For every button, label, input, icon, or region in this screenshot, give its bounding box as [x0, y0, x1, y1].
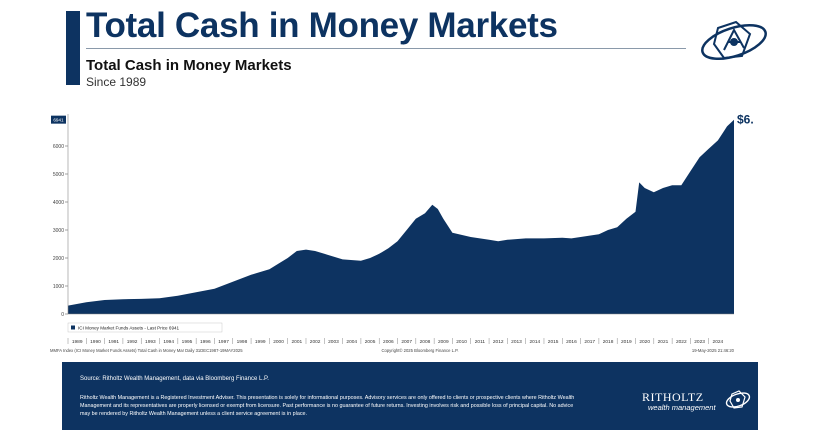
page-title: Total Cash in Money Markets	[86, 6, 558, 45]
x-tick-label: 2016	[566, 339, 577, 345]
source-note: Source: Ritholtz Wealth Management, data…	[80, 376, 269, 382]
x-tick-label: 1993	[145, 339, 156, 345]
x-tick-label: 2012	[493, 339, 504, 345]
x-tick-label: 1996	[200, 339, 211, 345]
x-tick-label: 1998	[237, 339, 248, 345]
bloomberg-footer-left: MMFA Index (ICI Money Market Funds Asset…	[50, 348, 243, 353]
last-value-tag-bg	[51, 115, 66, 124]
x-tick-label: 2009	[438, 339, 449, 345]
x-tick-label: 1991	[108, 339, 119, 345]
ritholtz-logo-icon	[701, 20, 767, 61]
x-tick-label: 2011	[475, 339, 486, 345]
x-tick-label: 2014	[529, 339, 540, 345]
x-tick-label: 2000	[273, 339, 284, 345]
x-tick-label: 2018	[603, 339, 614, 345]
y-tick-label: 0	[61, 312, 64, 318]
x-tick-label: 1995	[182, 339, 193, 345]
x-tick-label: 1992	[127, 339, 138, 345]
chart-svg: 0 1000 2000 3000 4000 5000 6000 6941 1989 1990 199…	[50, 113, 754, 353]
chart-area: 0 1000 2000 3000 4000 5000 6000 6941 1989 1990 199…	[48, 108, 754, 358]
disclaimer-text: Ritholtz Wealth Management is a Register…	[80, 395, 575, 417]
x-tick-label: 1999	[255, 339, 266, 345]
chart-subtitle: Total Cash in Money Markets	[86, 57, 292, 74]
x-tick-label: 2004	[346, 339, 357, 345]
x-tick-label: 2007	[401, 339, 412, 345]
x-tick-label: 1989	[72, 339, 83, 345]
legend-box	[67, 322, 223, 333]
x-tick-label: 2005	[365, 339, 376, 345]
x-tick-label: 2006	[383, 339, 394, 345]
x-tick-label: 2010	[456, 339, 467, 345]
last-value-tag: 6941	[53, 118, 64, 123]
brand-subtitle: wealth management	[648, 403, 716, 412]
y-tick-label: 5000	[53, 172, 64, 178]
x-tick-label: 2017	[584, 339, 595, 345]
x-tick-label: 2021	[658, 339, 669, 345]
y-tick-label: 1000	[53, 284, 64, 290]
brand-name: RITHOLTZ	[642, 390, 704, 404]
x-tick-label: 2008	[420, 339, 431, 345]
x-tick-label: 2019	[621, 339, 632, 345]
title-accent-bar	[66, 11, 80, 85]
last-value-label: $6.94T	[737, 113, 754, 127]
y-tick-label: 3000	[53, 228, 64, 234]
legend-label: ICI Money Market Funds Assets - Last Pri…	[78, 326, 180, 331]
x-tick-label: 2022	[676, 339, 687, 345]
y-tick-label: 4000	[53, 200, 64, 206]
x-tick-label: 2023	[694, 339, 705, 345]
bloomberg-footer-center: Copyright© 2025 Bloomberg Finance L.P.	[381, 348, 458, 353]
x-tick-label: 2015	[548, 339, 559, 345]
x-tick-label: 2020	[639, 339, 650, 345]
bloomberg-footer-right: 19-May-2025 21:46:20	[692, 348, 735, 353]
series-area	[68, 119, 734, 314]
x-tick-label: 1994	[163, 339, 174, 345]
ritholtz-emblem-icon	[725, 390, 751, 409]
x-tick-label: 2024	[713, 339, 724, 345]
legend-swatch	[71, 325, 75, 330]
x-tick-label: 2001	[291, 339, 302, 345]
y-tick-label: 2000	[53, 256, 64, 262]
x-tick-label: 2013	[511, 339, 522, 345]
title-divider	[86, 48, 686, 49]
y-tick-label: 6000	[53, 144, 64, 150]
x-tick-label: 1997	[218, 339, 229, 345]
x-tick-label: 2002	[310, 339, 321, 345]
x-tick-label: 2003	[328, 339, 339, 345]
x-tick-label: 1990	[90, 339, 101, 345]
footer-panel: Source: Ritholtz Wealth Management, data…	[62, 362, 758, 430]
chart-since-note: Since 1989	[86, 75, 147, 89]
